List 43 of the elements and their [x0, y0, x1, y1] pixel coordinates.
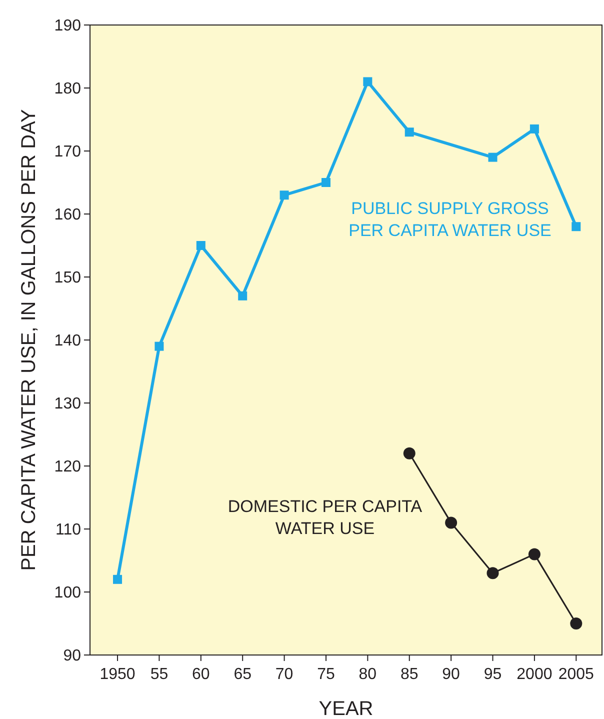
x-tick-label: 55: [150, 666, 168, 683]
point: [528, 548, 540, 560]
x-tick-label: 85: [400, 666, 418, 683]
point: [404, 128, 414, 137]
x-tick-label: 95: [484, 666, 502, 683]
series-label: PUBLIC SUPPLY GROSS PER CAPITA WATER USE: [348, 199, 552, 240]
point: [154, 342, 164, 351]
x-tick-label: 2000: [516, 666, 552, 683]
x-tick-label: 75: [317, 666, 335, 683]
y-tick-label: 180: [54, 80, 82, 98]
x-tick-label: 1950: [100, 666, 136, 683]
point: [488, 152, 498, 162]
point: [572, 222, 581, 232]
point: [363, 77, 372, 86]
x-tick-label: 90: [442, 666, 460, 683]
y-tick-label: 190: [54, 18, 82, 35]
point: [403, 447, 416, 460]
x-tick-label: 2005: [558, 666, 594, 683]
x-tick-label: 70: [275, 666, 294, 683]
x-axis-title: YEAR: [318, 698, 374, 719]
point: [113, 574, 122, 584]
y-tick-label: 110: [55, 522, 82, 539]
point: [238, 291, 248, 300]
y-tick-label: 170: [54, 144, 82, 161]
series-label: DOMESTIC PER CAPITA WATER USE: [228, 497, 423, 538]
y-tick-label: 100: [54, 584, 82, 602]
point: [530, 124, 539, 134]
x-tick-label: 60: [192, 666, 210, 683]
point: [321, 178, 330, 187]
y-tick-label: 150: [54, 270, 82, 287]
y-tick-label: 90: [63, 648, 82, 665]
point: [570, 618, 582, 630]
x-tick-label: 80: [358, 666, 377, 683]
point: [486, 567, 499, 580]
point: [280, 190, 289, 200]
y-tick-label: 130: [54, 396, 82, 413]
point: [445, 516, 458, 529]
x-tick-label: 65: [234, 666, 252, 683]
point: [196, 241, 206, 250]
y-tick-label: 160: [54, 206, 82, 224]
y-tick-label: 140: [54, 332, 82, 350]
y-tick-label: 120: [54, 458, 82, 476]
y-axis-title: PER CAPITA WATER USE, IN GALLONS PER DAY: [18, 109, 40, 571]
